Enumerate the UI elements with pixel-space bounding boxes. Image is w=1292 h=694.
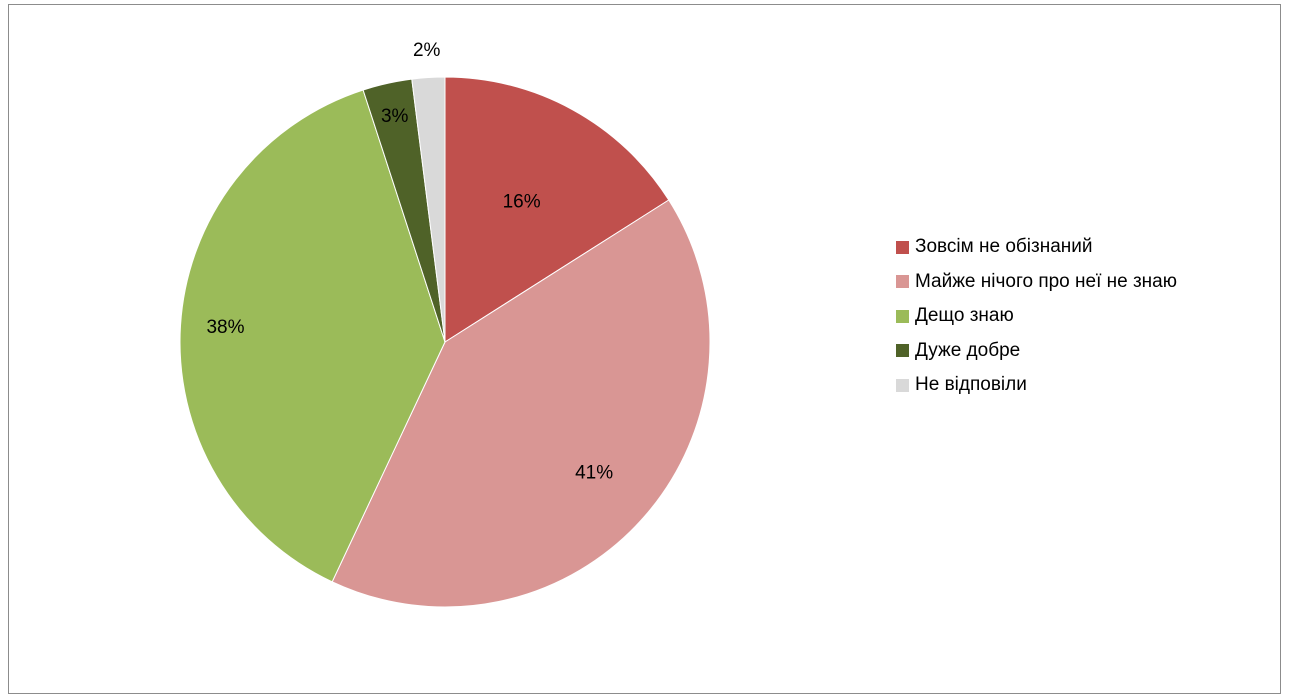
pie-data-label: 2% xyxy=(413,40,441,61)
pie-data-label: 16% xyxy=(503,192,541,213)
legend-label: Не відповіли xyxy=(915,374,1027,395)
legend-item: Не відповіли xyxy=(896,368,1276,402)
legend-item: Зовсім не обізнаний xyxy=(896,230,1276,264)
legend-swatch xyxy=(896,309,909,323)
legend-label: Дещо знаю xyxy=(915,305,1014,326)
pie-slice xyxy=(411,76,446,343)
pie-data-label: 3% xyxy=(381,106,409,127)
pie-slice xyxy=(179,89,446,583)
legend-swatch xyxy=(896,275,909,288)
pie-slice xyxy=(444,76,670,343)
legend-item: Майже нічого про неї не знаю xyxy=(896,265,1276,299)
pie-data-label: 41% xyxy=(575,462,613,483)
legend-item: Дуже добре xyxy=(896,334,1276,368)
pie-chart: 16% 41% 38% 3% 2% xyxy=(179,40,711,608)
legend-item: Дещо знаю xyxy=(896,299,1276,333)
chart-legend: Зовсім не обізнаний Майже нічого про неї… xyxy=(896,230,1276,403)
pie-slices xyxy=(179,76,711,608)
legend-swatch xyxy=(896,344,909,357)
legend-swatch xyxy=(896,378,909,392)
legend-label: Майже нічого про неї не знаю xyxy=(915,270,1177,292)
pie-data-labels: 16% 41% 38% 3% 2% xyxy=(206,40,613,483)
pie-data-label: 38% xyxy=(206,317,244,338)
legend-label: Зовсім не обізнаний xyxy=(915,236,1093,257)
legend-swatch xyxy=(896,240,909,254)
pie-slice xyxy=(331,199,711,608)
legend-label: Дуже добре xyxy=(915,339,1021,361)
